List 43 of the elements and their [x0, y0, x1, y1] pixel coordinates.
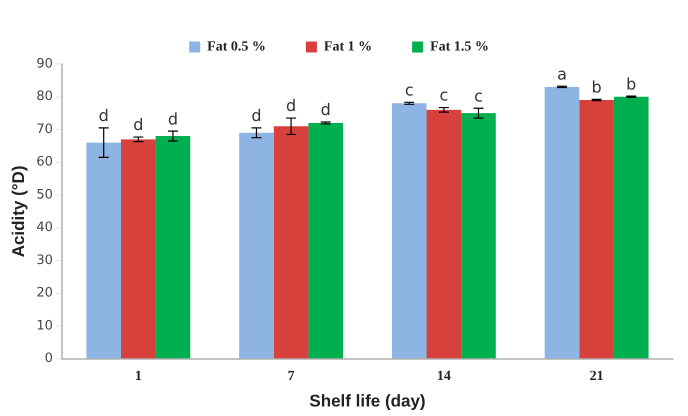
- bar: [239, 132, 274, 358]
- bar: [121, 139, 156, 358]
- bar: [86, 142, 122, 358]
- legend-label: Fat 1 %: [324, 40, 372, 55]
- data-label: d: [98, 106, 109, 126]
- y-tick-label: 50: [36, 187, 53, 202]
- y-tick-label: 80: [36, 89, 53, 104]
- legend-label: Fat 0.5 %: [207, 40, 266, 55]
- bar: [579, 100, 614, 358]
- bar: [614, 96, 649, 358]
- bar: [544, 86, 580, 358]
- data-label: d: [168, 109, 178, 128]
- legend-label: Fat 1.5 %: [430, 40, 489, 55]
- y-tick-label: 90: [36, 56, 53, 72]
- data-label: c: [439, 86, 448, 105]
- data-label: d: [133, 115, 144, 134]
- bar: [156, 136, 190, 358]
- data-label: c: [474, 86, 483, 106]
- y-tick-label: 20: [36, 286, 53, 301]
- bar: [426, 110, 462, 358]
- y-axis-title: Acidity (°D): [8, 165, 28, 258]
- data-label: d: [286, 96, 296, 116]
- x-axis-title: Shelf life (day): [309, 391, 426, 410]
- data-label: d: [251, 106, 262, 126]
- y-tick-label: 10: [36, 318, 53, 334]
- bar: [461, 113, 496, 358]
- bar: [392, 103, 427, 358]
- y-tick-label: 0: [44, 351, 53, 366]
- data-label: b: [626, 74, 636, 94]
- bar: [274, 126, 308, 358]
- data-label: d: [320, 100, 331, 120]
- y-tick-label: 40: [36, 220, 53, 236]
- bar: [308, 122, 344, 358]
- x-tick-label: 21: [590, 368, 604, 384]
- y-tick-label: 70: [36, 122, 53, 137]
- x-tick-label: 1: [134, 368, 142, 384]
- x-tick-label: 14: [436, 368, 451, 384]
- data-label: a: [557, 64, 567, 84]
- data-label: b: [592, 78, 602, 97]
- data-label: c: [404, 80, 414, 100]
- y-tick-label: 60: [36, 154, 53, 170]
- y-tick-label: 30: [36, 252, 53, 268]
- x-tick-label: 7: [288, 368, 295, 384]
